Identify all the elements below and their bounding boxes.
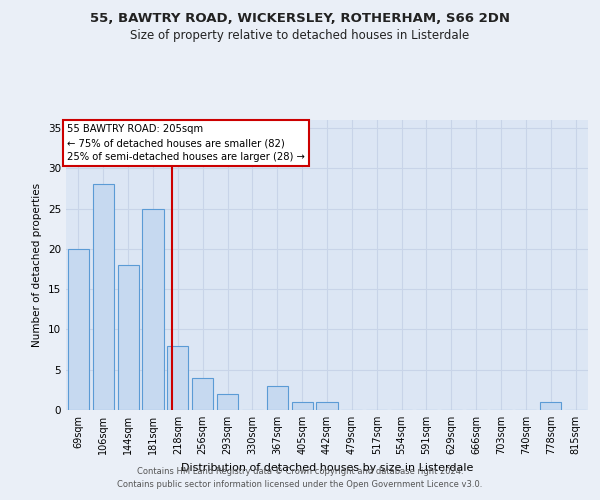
- Bar: [167, 346, 188, 410]
- Y-axis label: Number of detached properties: Number of detached properties: [32, 183, 43, 347]
- Bar: [540, 402, 561, 410]
- Bar: [267, 386, 288, 410]
- Text: 55, BAWTRY ROAD, WICKERSLEY, ROTHERHAM, S66 2DN: 55, BAWTRY ROAD, WICKERSLEY, ROTHERHAM, …: [90, 12, 510, 26]
- Text: Size of property relative to detached houses in Listerdale: Size of property relative to detached ho…: [130, 29, 470, 42]
- Bar: [292, 402, 313, 410]
- Bar: [118, 265, 139, 410]
- Bar: [93, 184, 114, 410]
- Bar: [217, 394, 238, 410]
- Text: Contains public sector information licensed under the Open Government Licence v3: Contains public sector information licen…: [118, 480, 482, 489]
- X-axis label: Distribution of detached houses by size in Listerdale: Distribution of detached houses by size …: [181, 462, 473, 472]
- Bar: [316, 402, 338, 410]
- Text: Contains HM Land Registry data © Crown copyright and database right 2024.: Contains HM Land Registry data © Crown c…: [137, 467, 463, 476]
- Bar: [192, 378, 213, 410]
- Bar: [68, 249, 89, 410]
- Text: 55 BAWTRY ROAD: 205sqm
← 75% of detached houses are smaller (82)
25% of semi-det: 55 BAWTRY ROAD: 205sqm ← 75% of detached…: [67, 124, 305, 162]
- Bar: [142, 208, 164, 410]
